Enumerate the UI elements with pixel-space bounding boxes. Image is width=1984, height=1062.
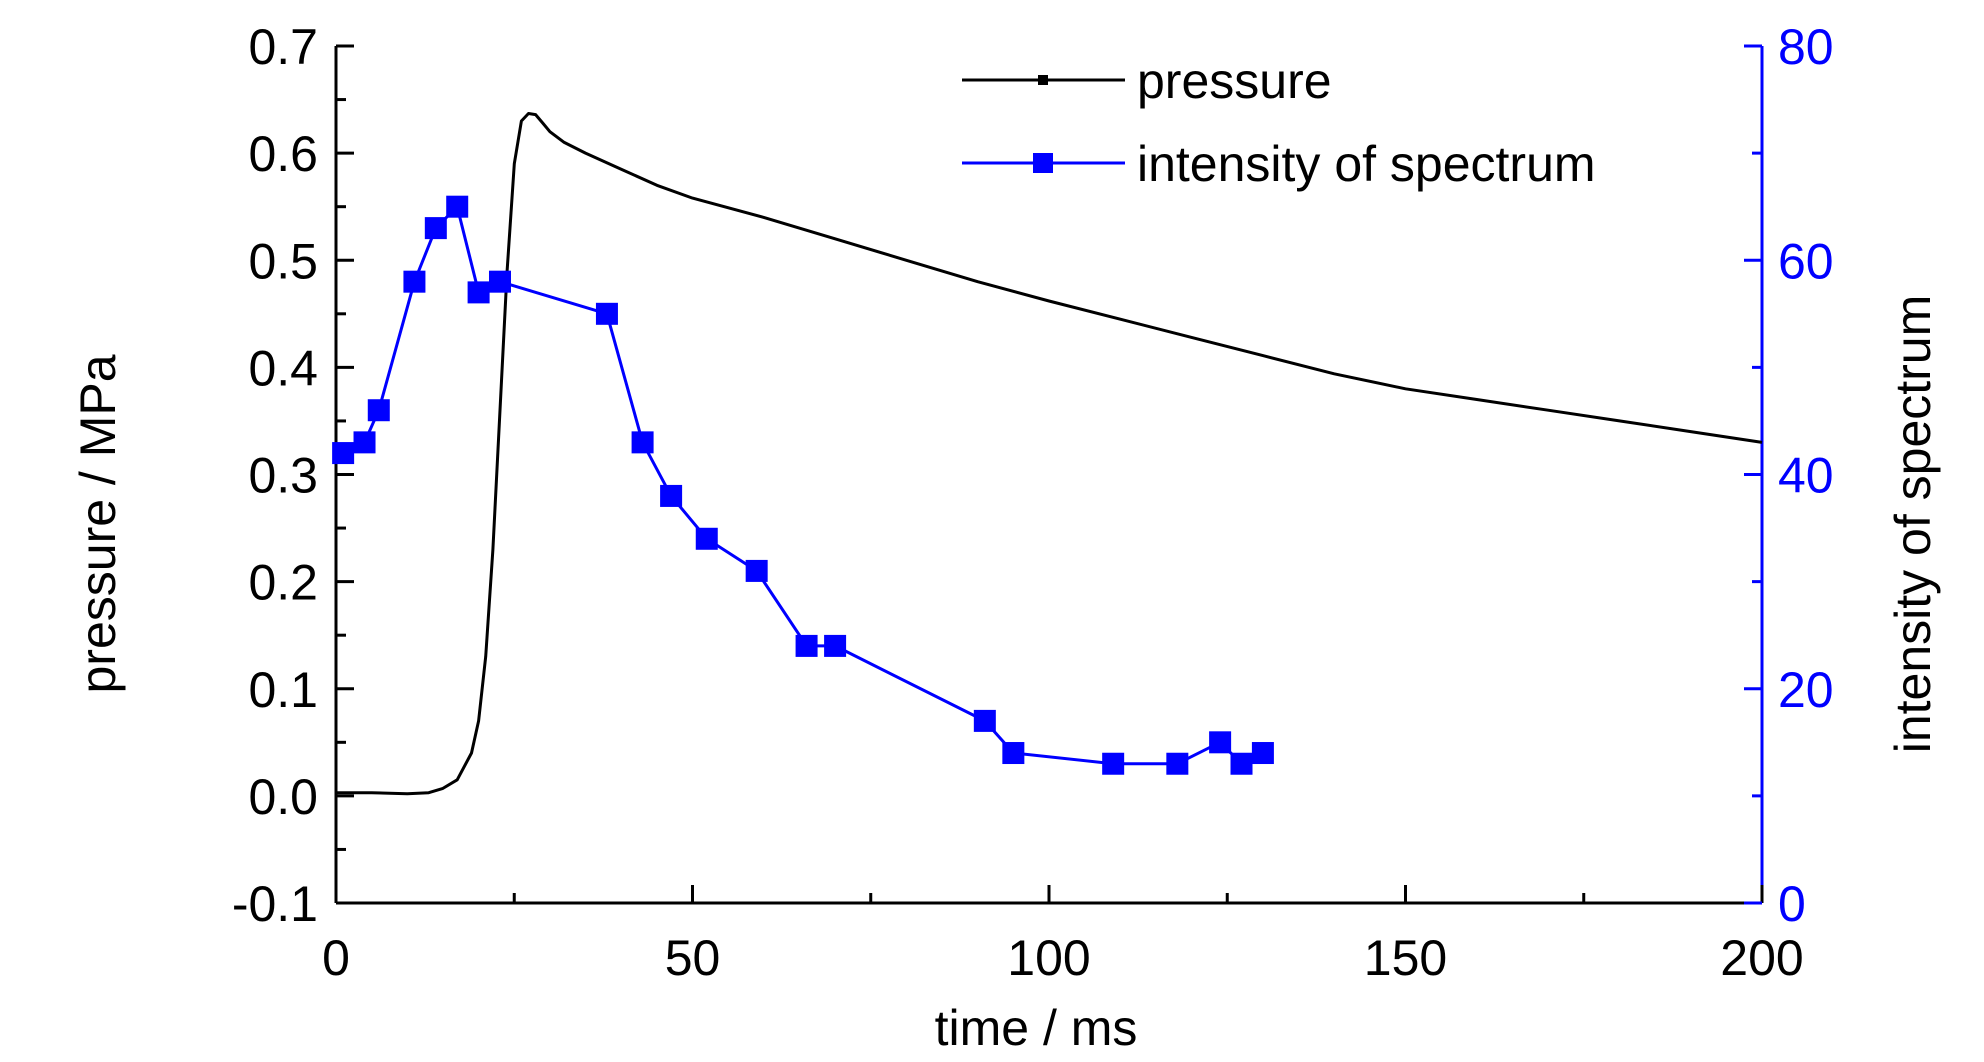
intensity-point	[631, 431, 654, 454]
legend-label-pressure: pressure	[1137, 53, 1332, 109]
x-tick-label: 0	[322, 930, 350, 986]
intensity-line	[342, 205, 1264, 766]
intensity-point	[824, 634, 847, 657]
y2-tick-label: 60	[1778, 233, 1834, 289]
intensity-point	[1002, 742, 1025, 765]
intensity-point	[795, 634, 818, 657]
x-tick-label: 50	[665, 930, 721, 986]
intensity-point	[403, 270, 426, 293]
intensity-point	[745, 559, 768, 582]
y2-tick-label: 20	[1778, 662, 1834, 718]
intensity-point	[1251, 742, 1274, 765]
legend-item-pressure: pressure	[962, 53, 1332, 109]
y2-tick-label: 80	[1778, 19, 1834, 75]
intensity-point	[1166, 752, 1189, 775]
legend: pressure intensity of spectrum	[962, 53, 1596, 192]
y2-tick-label: 40	[1778, 448, 1834, 504]
y2-axis-title: intensity of spectrum	[1885, 295, 1941, 754]
intensity-point	[353, 431, 376, 454]
y-tick-label: 0.1	[248, 662, 318, 718]
y-tick-label: 0.6	[248, 126, 318, 182]
intensity-point	[973, 709, 996, 732]
intensity-point	[332, 442, 355, 465]
intensity-point	[1102, 752, 1125, 775]
intensity-point	[1230, 752, 1253, 775]
y-tick-label: 0.7	[248, 19, 318, 75]
intensity-point	[695, 527, 718, 550]
x-axis-title: time / ms	[935, 1000, 1138, 1056]
y-tick-label: 0.0	[248, 769, 318, 825]
y-axis-title: pressure / MPa	[70, 354, 126, 693]
legend-item-intensity: intensity of spectrum	[962, 136, 1596, 192]
x-tick-label: 200	[1720, 930, 1803, 986]
y-tick-label: 0.5	[248, 233, 318, 289]
intensity-point	[1209, 731, 1232, 754]
y-tick-label: 0.2	[248, 555, 318, 611]
intensity-point	[595, 302, 618, 325]
y-tick-label: -0.1	[232, 876, 318, 932]
y-tick-label: 0.4	[248, 340, 318, 396]
intensity-point	[488, 270, 511, 293]
pressure-line	[336, 112, 1763, 796]
intensity-point	[367, 399, 390, 422]
intensity-point	[660, 484, 683, 507]
plot-area: 0 50 100 150 200-0.10.00.10.20.30.40.50.60.7…	[232, 19, 1834, 986]
intensity-point	[424, 217, 447, 240]
y2-tick-label: 0	[1778, 876, 1806, 932]
x-tick-label: 100	[1007, 930, 1090, 986]
intensity-point	[446, 195, 469, 218]
x-tick-label: 150	[1364, 930, 1447, 986]
legend-marker-pressure	[1038, 75, 1048, 85]
y-tick-label: 0.3	[248, 448, 318, 504]
intensity-point	[467, 281, 490, 304]
legend-label-intensity: intensity of spectrum	[1137, 136, 1596, 192]
legend-marker-intensity	[1033, 153, 1053, 173]
